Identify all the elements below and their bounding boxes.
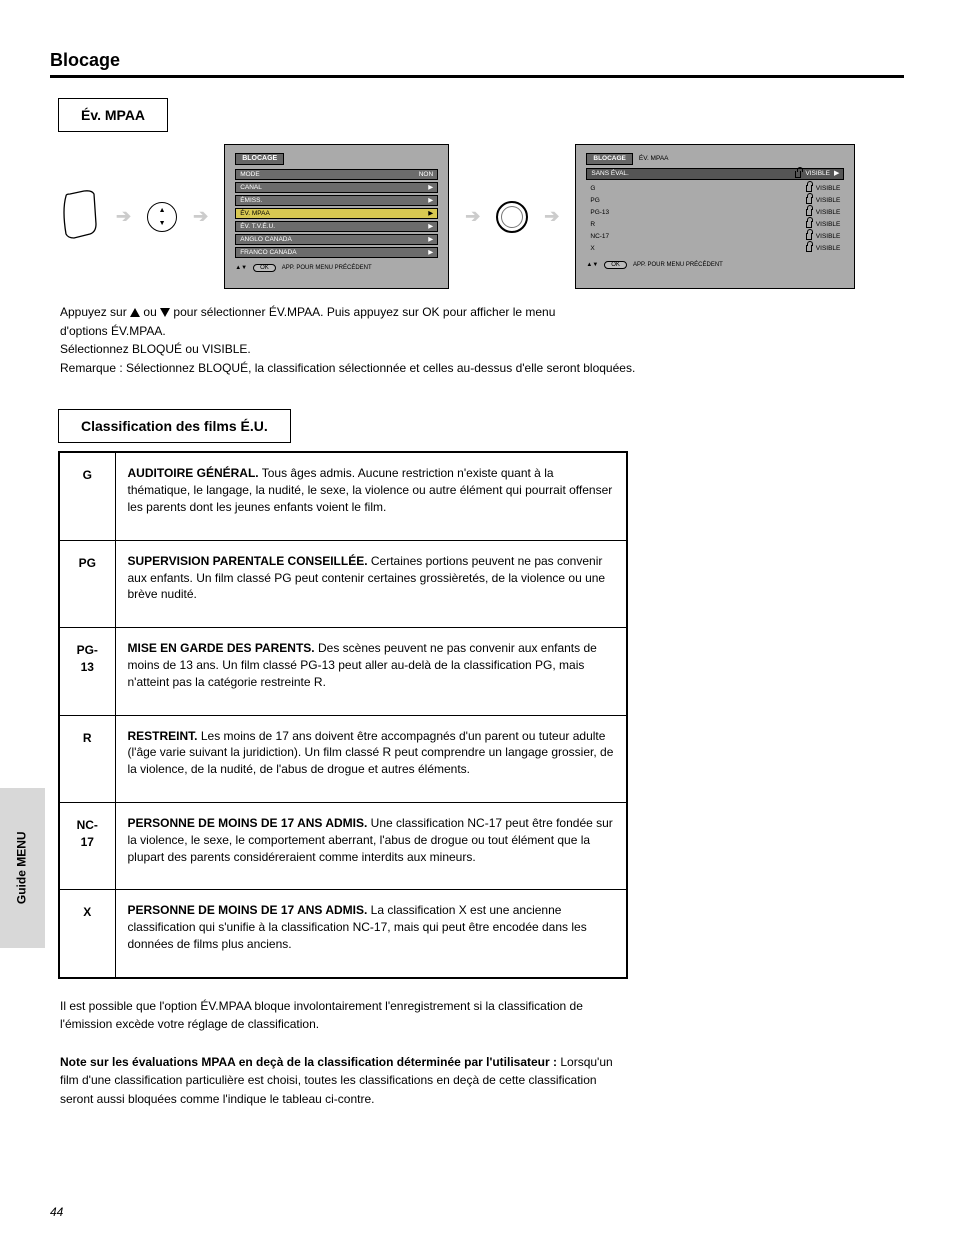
table-row: RRESTREINT. Les moins de 17 ans doivent … [59,715,627,802]
rating-desc-cell: SUPERVISION PARENTALE CONSEILLÉE. Certai… [115,540,627,627]
lock-icon [806,209,812,216]
ratings-table: GAUDITOIRE GÉNÉRAL. Tous âges admis. Auc… [58,451,628,978]
table-row: PGSUPERVISION PARENTALE CONSEILLÉE. Cert… [59,540,627,627]
page-title: Blocage [50,50,904,71]
remote-icon [60,188,100,245]
table-row: NC-17PERSONNE DE MOINS DE 17 ANS ADMIS. … [59,802,627,889]
table-row: GAUDITOIRE GÉNÉRAL. Tous âges admis. Auc… [59,452,627,540]
rating-code-cell: PG [59,540,115,627]
instruction-line-4: Remarque : Sélectionnez BLOQUÉ, la class… [60,359,904,378]
ok-button-icon [496,201,528,233]
instruction-line-1: Appuyez sur ou pour sélectionner ÉV.MPAA… [60,303,904,322]
menu-row: ÉV. MPAA▶ [235,208,438,219]
menu-row: ANGLO CANADA▶ [235,234,438,245]
screen-a-title: BLOCAGE [235,153,284,165]
rating-desc-cell: PERSONNE DE MOINS DE 17 ANS ADMIS. La cl… [115,890,627,978]
rating-code-cell: PG-13 [59,628,115,715]
rating-row: NC-17VISIBLE [586,231,844,243]
screen-b-breadcrumb: BLOCAGE [586,153,633,164]
arrow-right-icon-3: ➔ [465,206,480,227]
page-number: 44 [50,1205,63,1219]
lock-icon [806,233,812,240]
menu-row: CANAL▶ [235,182,438,193]
up-down-button-icon: ▲▼ [147,202,177,232]
side-tab-label: Guide MENU [12,832,34,905]
rating-row: RVISIBLE [586,219,844,231]
section-ratings-label: Classification des films É.U. [58,409,291,443]
rating-code-cell: R [59,715,115,802]
rating-desc-cell: PERSONNE DE MOINS DE 17 ANS ADMIS. Une c… [115,802,627,889]
screen-b-subtitle: ÉV. MPAA [639,155,669,162]
arrow-right-icon-2: ➔ [193,206,208,227]
arrow-right-icon-1: ➔ [116,206,131,227]
rating-desc-cell: MISE EN GARDE DES PARENTS. Des scènes pe… [115,628,627,715]
menu-row: ÉV. T.V.É.U.▶ [235,221,438,232]
instruction-line-2: d'options ÉV.MPAA. [60,322,904,341]
table-row: PG-13MISE EN GARDE DES PARENTS. Des scèn… [59,628,627,715]
instruction-line-3: Sélectionnez BLOQUÉ ou VISIBLE. [60,340,904,359]
rating-row: XVISIBLE [586,243,844,255]
menu-row: FRANCO CANADA▶ [235,247,438,258]
rating-desc-cell: RESTREINT. Les moins de 17 ans doivent ê… [115,715,627,802]
arrow-right-icon-4: ➔ [544,206,559,227]
lock-icon [806,221,812,228]
section-mpaa-label: Év. MPAA [58,98,168,132]
screen-b-head-label: SANS ÉVAL. [591,170,628,177]
table-row: XPERSONNE DE MOINS DE 17 ANS ADMIS. La c… [59,890,627,978]
lock-icon [795,171,801,178]
rating-code-cell: NC-17 [59,802,115,889]
rating-row: PG-13VISIBLE [586,207,844,219]
title-divider [50,75,904,78]
note-paragraph-2: Note sur les évaluations MPAA en deçà de… [60,1053,620,1109]
menu-row: ÉMISS.▶ [235,195,438,206]
triangle-down-icon [160,308,170,317]
rating-code-cell: G [59,452,115,540]
triangle-up-icon [130,308,140,317]
note-paragraph-1: Il est possible que l'option ÉV.MPAA blo… [60,997,620,1034]
rating-code-cell: X [59,890,115,978]
menu-row: MODENON [235,169,438,180]
rating-row: GVISIBLE [586,183,844,195]
lock-icon [806,185,812,192]
screen-ev-mpaa: BLOCAGE ÉV. MPAA SANS ÉVAL. VISIBLE▶ GVI… [575,144,855,289]
screen-b-hint: APP. POUR MENU PRÉCÉDENT [633,262,723,269]
screen-a-ok: OK [253,264,276,272]
lock-icon [806,245,812,252]
rating-row: PGVISIBLE [586,195,844,207]
lock-icon [806,197,812,204]
rating-desc-cell: AUDITOIRE GÉNÉRAL. Tous âges admis. Aucu… [115,452,627,540]
screen-a-hint: APP. POUR MENU PRÉCÉDENT [282,265,372,272]
screen-b-ok: OK [604,261,627,269]
screen-blocage: BLOCAGE MODENON CANAL▶ ÉMISS.▶ ÉV. MPAA▶ ÉV.… [224,144,449,289]
